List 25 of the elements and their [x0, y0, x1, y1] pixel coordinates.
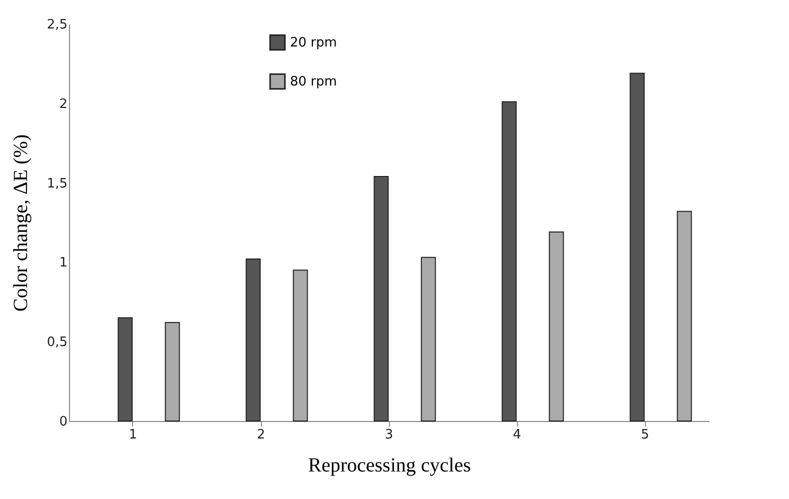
bar: [630, 72, 645, 422]
y-tick-label: 0,5: [46, 335, 68, 350]
x-axis-title: Reprocessing cycles: [308, 454, 472, 476]
y-axis-title: Color change, ΔE (%): [10, 134, 32, 312]
x-tick-label: 1: [128, 428, 138, 442]
x-tick-label: 5: [640, 428, 650, 442]
y-tick-label: 1,5: [46, 176, 68, 192]
bar: [118, 317, 133, 422]
bar: [374, 176, 389, 422]
y-tick-label: 2,5: [46, 18, 68, 32]
bar: [292, 270, 308, 422]
bar: [502, 101, 517, 422]
bar: [548, 232, 564, 422]
y-tick-label: 1: [59, 256, 68, 271]
y-tick-label: 0: [59, 414, 68, 430]
bar: [246, 258, 261, 422]
legend-label: 20 rpm: [290, 36, 337, 50]
legend-label: 80 rpm: [290, 74, 337, 90]
bar: [164, 322, 180, 422]
x-tick-label: 3: [384, 428, 394, 442]
x-tick-label: 2: [256, 428, 266, 442]
x-tick-label: 4: [512, 428, 522, 442]
bar: [676, 210, 692, 422]
bar: [420, 256, 436, 422]
y-tick-label: 2: [59, 96, 68, 112]
